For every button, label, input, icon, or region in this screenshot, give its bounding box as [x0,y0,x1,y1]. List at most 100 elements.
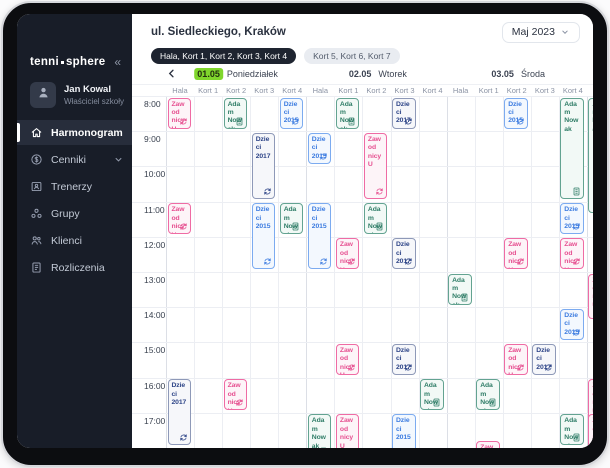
hour-line [132,307,593,309]
app-screen: tenni sphere « Jan Kowal Właściciel szkoł… [17,14,593,448]
time-label: 11:00 [144,204,165,215]
previous-day-button[interactable] [164,67,178,81]
schedule-event[interactable]: Dzieci 2015 [392,414,416,448]
month-selector-button[interactable]: Maj 2023 [501,21,580,43]
schedule-event[interactable]: Dzieci 2017 [392,238,416,270]
sidebar-item-label: Klienci [51,234,82,247]
sidebar-item-klienci[interactable]: Klienci [17,228,132,253]
recurring-icon [572,222,581,231]
sidebar-item-label: Cenniki [51,153,87,166]
schedule-event[interactable]: Dzieci 2015 [504,97,528,129]
schedule-event[interactable]: Dzieci 2017 [251,132,276,200]
time-label: 13:00 [144,275,166,285]
schedule-grid: Hala Kort 1 Kort 2 Kort 3 Kort 4 Hala Kort 1 Ko… [132,85,593,448]
schedule-event[interactable]: Dzieci 2015 [279,97,304,129]
sidebar-item-cenniki[interactable]: Cenniki [17,147,132,172]
column-header: Kort 1 [338,86,359,95]
time-label: 14:00 [144,310,166,321]
sidebar-item-label: Trenerzy [51,180,93,193]
sidebar: tenni sphere « Jan Kowal Właściciel szkoł… [17,14,132,448]
user-role: Właściciel szkoły [64,97,125,106]
schedule-event[interactable]: Dzieci 2015 [560,308,584,340]
filter-chip-2[interactable]: Kort 5, Kort 6, Kort 7 [304,47,400,65]
schedule-event[interactable]: Dzieci 2017 [167,379,192,446]
date-navigation: 01.05 Poniedziałek 02.05 Wtorek 03.05 Śr… [132,66,593,85]
month-label: Maj 2023 [511,26,555,38]
column-header: Hala [452,86,469,95]
hour-line [132,272,593,273]
invoice-icon [460,293,469,302]
hour-line [132,377,593,379]
schedule-event[interactable]: Dzieci 2017 [392,343,416,376]
event-label: Dzieci 2015 [564,311,580,336]
column-header: Kort 4 [422,86,443,95]
recurring-icon [235,398,244,407]
sidebar-item-grupy[interactable]: Grupy [17,201,132,226]
event-label: Dzieci 2017 [396,100,411,125]
invoice-icon [572,433,581,442]
person-icon [36,85,51,105]
schedule-event[interactable]: Dzieci 2017 [532,343,556,376]
sidebar-item-harmonogram[interactable]: Harmonogram [17,120,132,145]
schedule-event[interactable]: Dzieci 2015 [307,132,332,164]
schedule-event[interactable]: Dzieci 2015 [307,203,332,270]
invoice-icon [235,117,244,126]
filter-chip-1[interactable]: Hala, Kort 1, Kort 2, Kort 3, Kort 4 [151,47,297,65]
recurring-icon [516,257,525,266]
hour-line [132,96,593,97]
event-label: Dzieci 2015 [311,135,327,160]
event-label: Dzieci 2017 [255,135,271,160]
schedule-event[interactable]: Dzieci 2015 [560,203,584,235]
date-badge: 01.05 [194,68,223,80]
collapse-sidebar-icon[interactable]: « [114,55,121,69]
event-label: Dzieci 2017 [396,241,411,266]
hour-line [132,236,593,238]
day-name: Wtorek [378,69,407,79]
recurring-icon [404,257,413,266]
hour-line [132,342,593,344]
column-header: Hala [172,86,188,95]
schedule-event[interactable]: Dzieci 2017 [392,97,416,129]
recurring-icon [263,257,272,266]
day-name: Środa [520,69,545,79]
logo-dot [60,60,64,64]
sidebar-item-rozliczenia[interactable]: Rozliczenia [17,255,132,280]
sidebar-item-trenerzy[interactable]: Trenerzy [17,174,132,199]
schedule-event[interactable]: Dzieci 2015 [251,203,276,270]
event-label: Dzieci 2015 [396,417,411,442]
column-header: Kort 4 [282,86,303,95]
